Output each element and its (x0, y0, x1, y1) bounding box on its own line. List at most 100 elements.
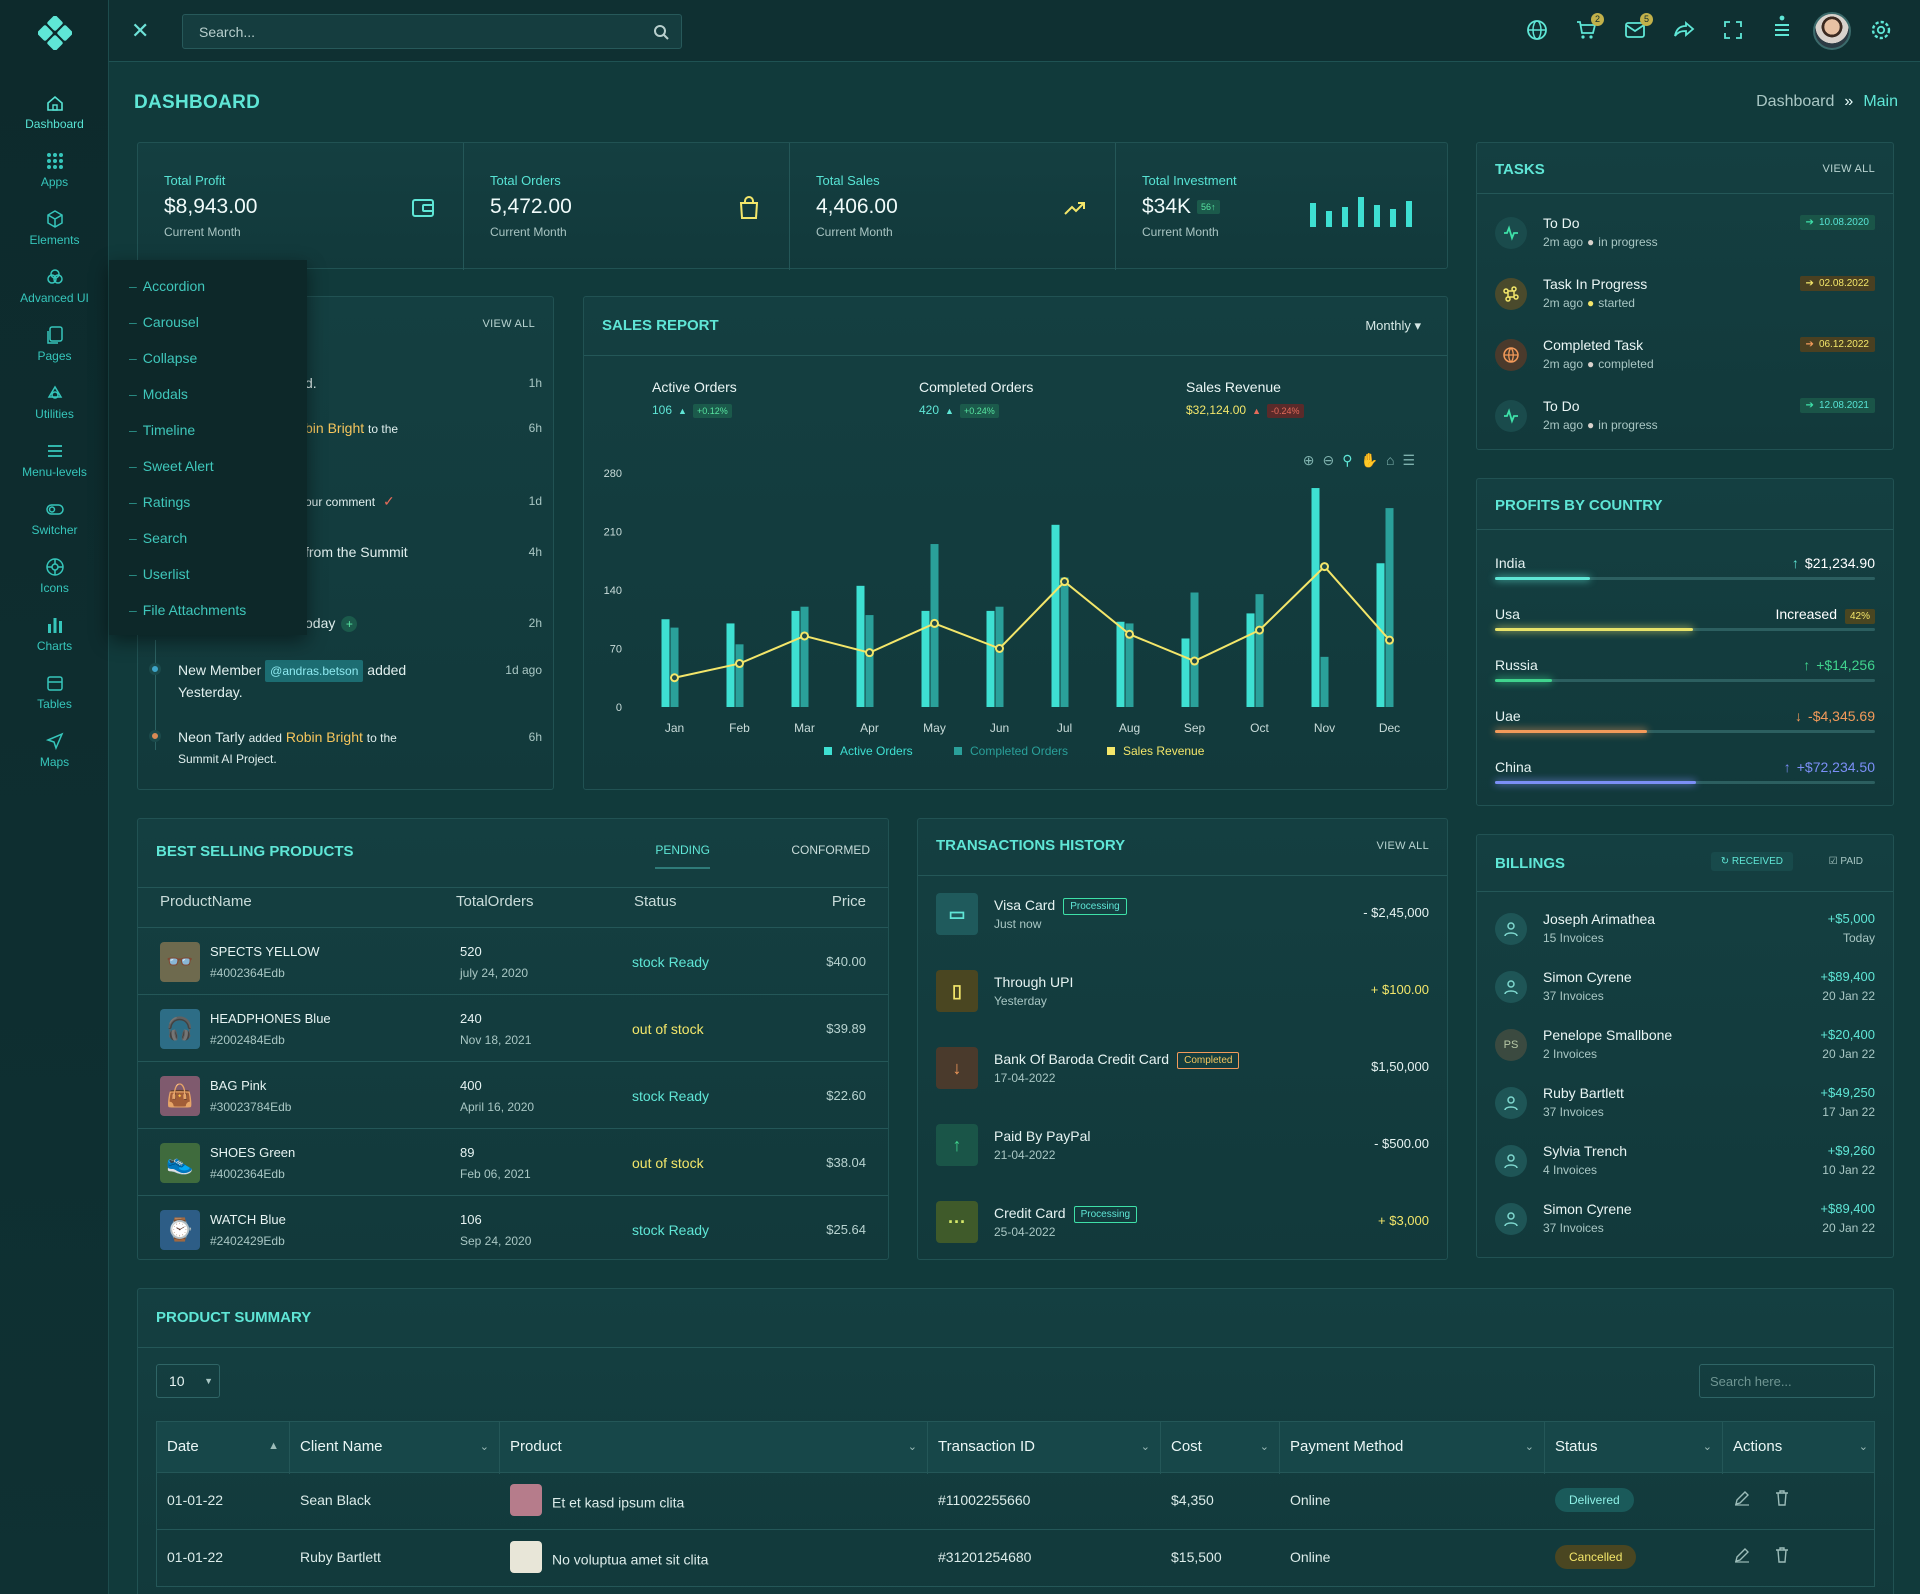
tab-received-label: RECEIVED (1731, 856, 1783, 867)
pulse-icon (1504, 225, 1518, 241)
close-sidebar-button[interactable]: ✕ (131, 18, 150, 43)
th-client[interactable]: Client Name ⌄ (290, 1422, 500, 1474)
sidebar-item-utilities[interactable]: Utilities (0, 383, 109, 421)
sidebar-item-icons[interactable]: Icons (0, 557, 109, 595)
sidebar-item-menu-levels[interactable]: Menu-levels (0, 441, 109, 479)
sidebar-item-advanced-ui[interactable]: Advanced UI (0, 267, 109, 305)
billing-row[interactable]: PS Penelope Smallbone 2 Invoices +$20,400 20… (1495, 1025, 1875, 1075)
search-icon[interactable] (653, 24, 669, 40)
table-search-input[interactable]: Search here... (1699, 1364, 1875, 1398)
chart-menu-icon[interactable]: ☰ (1402, 452, 1415, 468)
chevron-down-icon: ▾ (1414, 318, 1421, 333)
th-product[interactable]: Product ⌄ (500, 1422, 928, 1474)
pan-hand-icon[interactable]: ✋ (1360, 452, 1378, 468)
cart-button[interactable]: 2 (1574, 13, 1604, 42)
notifications-menu-icon[interactable] (1770, 14, 1794, 38)
cell-text: Et et kasd ipsum clita (552, 1494, 685, 1511)
glasses-icon: 👓 (160, 942, 200, 982)
submenu-item-sweet-alert[interactable]: Sweet Alert (129, 458, 214, 474)
tab-pending[interactable]: PENDING (655, 843, 710, 869)
sidebar-item-elements[interactable]: Elements (0, 209, 109, 247)
tab-conformed[interactable]: CONFORMED (791, 843, 870, 857)
sidebar-item-apps[interactable]: Apps (0, 151, 109, 189)
billing-row[interactable]: Ruby Bartlett 37 Invoices +$49,250 17 Jan 2… (1495, 1083, 1875, 1133)
reset-home-icon[interactable]: ⌂ (1385, 452, 1395, 468)
edit-icon[interactable] (1733, 1546, 1751, 1564)
billing-row[interactable]: Joseph Arimathea 15 Invoices +$5,000 Today (1495, 909, 1875, 959)
brand-logo-icon[interactable] (38, 16, 72, 50)
user-avatar[interactable] (1813, 12, 1851, 50)
submenu-item-modals[interactable]: Modals (129, 386, 188, 402)
period-dropdown[interactable]: Monthly ▾ (1365, 318, 1421, 334)
sidebar-item-charts[interactable]: Charts (0, 615, 109, 653)
product-row[interactable]: ⌚ WATCH Blue #2402429Edb 106 Sep 24, 2020 sto… (138, 1195, 888, 1262)
tab-paid[interactable]: ☑ PAID (1828, 856, 1863, 867)
th-actions[interactable]: Actions ⌄ (1723, 1422, 1878, 1474)
sidebar-item-maps[interactable]: Maps (0, 731, 109, 769)
submenu-item-userlist[interactable]: Userlist (129, 566, 190, 582)
zoom-out-icon[interactable]: ⊖ (1322, 452, 1335, 468)
edit-icon[interactable] (1733, 1489, 1751, 1507)
kpi-label: Sales Revenue (1186, 379, 1281, 395)
th-cost[interactable]: Cost ⌄ (1161, 1422, 1280, 1474)
activity-time: 2h (528, 616, 542, 630)
tasks-view-all-link[interactable]: VIEW ALL (1822, 163, 1875, 175)
activity-time: 4h (528, 545, 542, 559)
task-item[interactable]: Task In Progress 2m ago ● started ➔ 02.08.202… (1495, 274, 1875, 324)
submenu-item-timeline[interactable]: Timeline (129, 422, 195, 438)
transaction-row[interactable]: ↓ Bank Of Baroda Credit Card Completed 17-0… (936, 1047, 1429, 1097)
th-status[interactable]: Status ⌄ (1545, 1422, 1723, 1474)
submenu-item-file-attachments[interactable]: File Attachments (129, 602, 247, 618)
transaction-row[interactable]: ··· Credit Card Processing 25-04-2022 + $3,0… (936, 1201, 1429, 1251)
mention-tag[interactable]: @andras.betson (265, 660, 364, 682)
submenu-item-ratings[interactable]: Ratings (129, 494, 190, 510)
submenu-item-carousel[interactable]: Carousel (129, 314, 199, 330)
globe-icon (1503, 347, 1519, 363)
fullscreen-icon[interactable] (1721, 18, 1745, 42)
transaction-name: Through UPI (994, 974, 1074, 990)
billing-row[interactable]: Simon Cyrene 37 Invoices +$89,400 20 Jan 22 (1495, 1199, 1875, 1249)
product-row[interactable]: 👟 SHOES Green #4002364Edb 89 Feb 06, 2021 out… (138, 1128, 888, 1195)
activity-view-all-link[interactable]: VIEW ALL (482, 318, 535, 330)
transaction-row[interactable]: ↑ Paid By PayPal 21-04-2022 - $500.00 (936, 1124, 1429, 1174)
mail-button[interactable]: 5 (1623, 13, 1653, 42)
language-globe-icon[interactable] (1525, 18, 1549, 42)
submenu-item-search[interactable]: Search (129, 530, 187, 546)
billing-row[interactable]: Sylvia Trench 4 Invoices +$9,260 10 Jan 22 (1495, 1141, 1875, 1191)
sidebar-item-switcher[interactable]: Switcher (0, 499, 109, 537)
transaction-row[interactable]: ▭ Visa Card Processing Just now - $2,45,000 (936, 893, 1429, 943)
cell-text: Online (1290, 1549, 1331, 1565)
submenu-item-accordion[interactable]: Accordion (129, 278, 205, 294)
product-row[interactable]: 🎧 HEADPHONES Blue #2002484Edb 240 Nov 18, 20… (138, 994, 888, 1061)
submenu-item-collapse[interactable]: Collapse (129, 350, 197, 366)
sidebar-item-pages[interactable]: Pages (0, 325, 109, 363)
tab-received[interactable]: ↻ RECEIVED (1710, 852, 1793, 871)
bar-completed-orders (1125, 623, 1134, 707)
share-icon[interactable] (1672, 18, 1696, 42)
breadcrumb-parent-link[interactable]: Dashboard (1756, 93, 1835, 110)
search-input[interactable]: Search... (182, 14, 682, 49)
settings-gear-icon[interactable] (1869, 18, 1893, 42)
task-item[interactable]: To Do 2m ago ● in progress ➔ 10.08.2020 (1495, 213, 1875, 263)
product-status: out of stock (632, 1155, 704, 1171)
trash-icon[interactable] (1773, 1546, 1791, 1564)
th-transaction[interactable]: Transaction ID ⌄ (928, 1422, 1161, 1474)
billing-row[interactable]: Simon Cyrene 37 Invoices +$89,400 20 Jan 22 (1495, 967, 1875, 1017)
task-item[interactable]: To Do 2m ago ● in progress ➔ 12.08.2021 (1495, 396, 1875, 446)
page-size-select[interactable]: 10 ▼ (156, 1364, 220, 1398)
product-row[interactable]: 👜 BAG Pink #30023784Edb 400 April 16, 2020 st… (138, 1061, 888, 1128)
sidebar-item-dashboard[interactable]: Dashboard (0, 93, 109, 131)
th-date[interactable]: Date ▲ (157, 1422, 290, 1474)
transactions-view-all-link[interactable]: VIEW ALL (1376, 840, 1429, 852)
cell-date: 01-01-22 (167, 1549, 223, 1565)
product-row[interactable]: 👓 SPECTS YELLOW #4002364Edb 520 july 24, 202… (138, 927, 888, 994)
plus-circle-icon[interactable]: + (341, 616, 358, 632)
th-payment[interactable]: Payment Method ⌄ (1280, 1422, 1545, 1474)
zoom-in-icon[interactable]: ⊕ (1302, 452, 1315, 468)
trash-icon[interactable] (1773, 1489, 1791, 1507)
zoom-select-icon[interactable]: ⚲ (1342, 452, 1353, 468)
arrow-right-icon: ➔ (1805, 217, 1814, 228)
transaction-row[interactable]: ▯ Through UPI Yesterday + $100.00 (936, 970, 1429, 1020)
sidebar-item-tables[interactable]: Tables (0, 673, 109, 711)
task-item[interactable]: Completed Task 2m ago ● completed ➔ 06.12.202… (1495, 335, 1875, 385)
